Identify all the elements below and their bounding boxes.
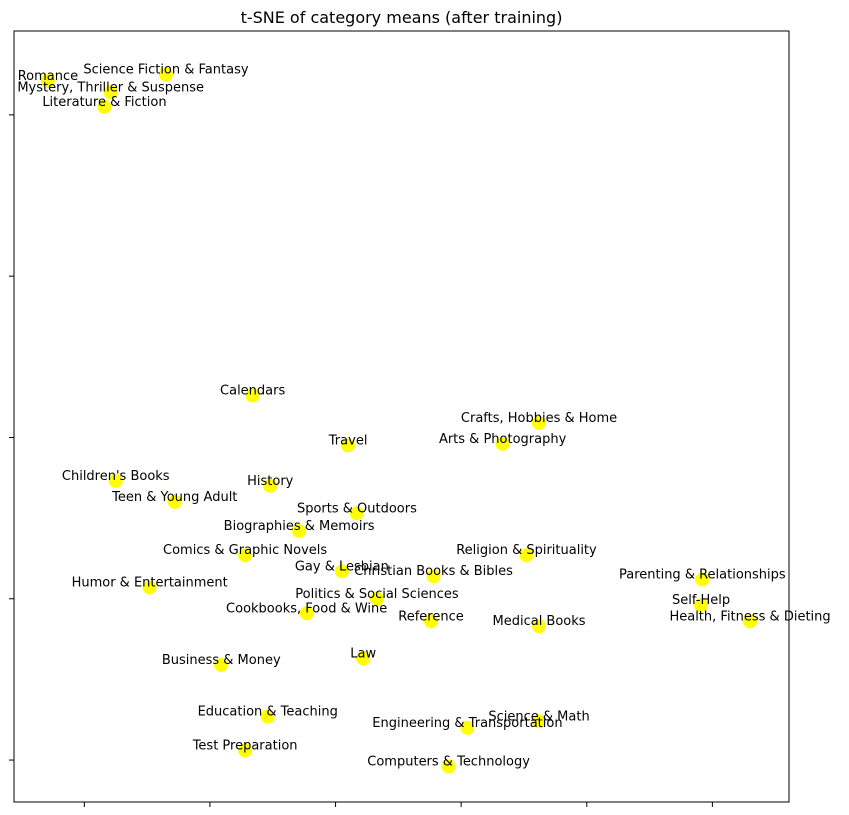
data-point (108, 474, 123, 489)
point-label: History (247, 474, 294, 489)
data-point (238, 548, 253, 563)
data-point (97, 99, 112, 114)
data-point (370, 591, 385, 606)
point-label: Reference (398, 609, 463, 624)
data-point (40, 74, 55, 89)
point-label: Literature & Fiction (42, 95, 166, 110)
data-point (292, 524, 307, 539)
data-point (341, 438, 356, 453)
point-label: Children's Books (62, 469, 170, 484)
data-point (426, 569, 441, 584)
point-label: Sports & Outdoors (297, 501, 417, 516)
point-label: Cookbooks, Food & Wine (226, 601, 387, 616)
point-label: Mystery, Thriller & Suspense (17, 80, 204, 95)
data-point (334, 564, 349, 579)
data-point (695, 572, 710, 587)
data-point (158, 67, 173, 82)
data-point (743, 614, 758, 629)
point-labels: Romance Science Fiction & Fantasy Mystery,… (17, 63, 830, 770)
data-point (532, 619, 547, 634)
point-label: Travel (328, 434, 368, 449)
data-point (167, 494, 182, 509)
point-label: Humor & Entertainment (72, 575, 228, 590)
point-label: Teen & Young Adult (111, 490, 237, 505)
point-label: Education & Teaching (198, 705, 338, 720)
point-label: Business & Money (162, 653, 281, 668)
data-point (519, 548, 534, 563)
point-label: Politics & Social Sciences (295, 587, 459, 602)
data-point (299, 606, 314, 621)
point-label: Gay & Lesbian (295, 559, 389, 574)
data-point (349, 506, 364, 521)
point-label: Calendars (220, 384, 285, 399)
point-label: Comics & Graphic Novels (163, 543, 327, 558)
axis-ticks (9, 114, 713, 807)
point-label: Self-Help (672, 593, 730, 608)
point-label: Parenting & Relationships (619, 567, 786, 582)
data-point (356, 651, 371, 666)
data-point (460, 720, 475, 735)
data-point (142, 580, 157, 595)
point-label: Law (350, 646, 376, 661)
data-points (40, 67, 758, 774)
point-label: Arts & Photography (439, 432, 567, 447)
point-label: Biographies & Memoirs (224, 519, 375, 534)
data-point (214, 657, 229, 672)
point-label: Religion & Spirituality (456, 543, 597, 558)
point-label: Health, Fitness & Dieting (669, 609, 830, 624)
plot-area (13, 30, 790, 803)
data-point (245, 388, 260, 403)
data-point (238, 743, 253, 758)
point-label: Science Fiction & Fantasy (83, 63, 248, 78)
point-label: Computers & Technology (367, 755, 530, 770)
data-point (263, 478, 278, 493)
point-label: Medical Books (493, 614, 586, 629)
point-label: Engineering & Transportation (372, 716, 562, 731)
data-point (532, 415, 547, 430)
data-point (495, 436, 510, 451)
point-label: Christian Books & Bibles (354, 564, 513, 579)
point-label: Test Preparation (192, 738, 298, 753)
data-point (260, 709, 275, 724)
data-point (694, 598, 709, 613)
data-point (441, 759, 456, 774)
point-label: Crafts, Hobbies & Home (461, 411, 617, 426)
data-point (532, 714, 547, 729)
data-point (103, 85, 118, 100)
point-label: Romance (18, 69, 78, 84)
chart-title: t-SNE of category means (after training) (240, 8, 563, 27)
data-point (424, 614, 439, 629)
point-label: Science & Math (488, 709, 589, 724)
